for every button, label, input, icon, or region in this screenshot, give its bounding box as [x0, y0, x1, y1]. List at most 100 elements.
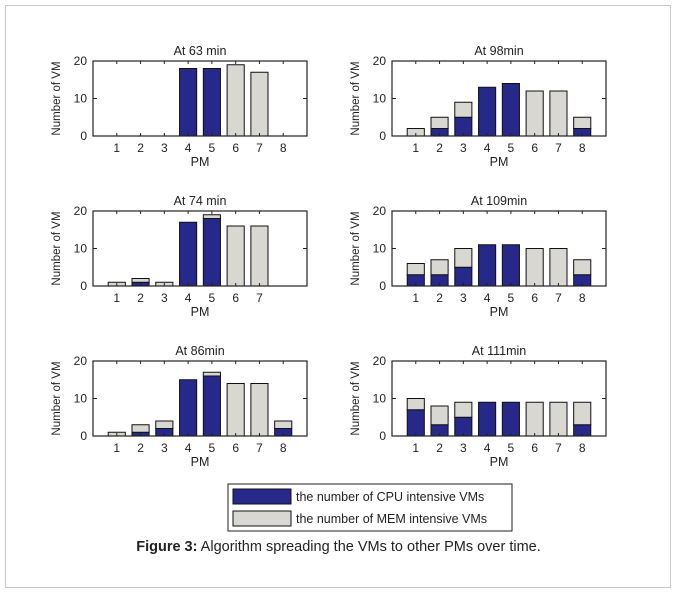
x-tick-label: 6	[232, 291, 239, 305]
bar-mem-pm5	[202, 371, 221, 377]
plot-area	[92, 60, 308, 137]
bar-cpu-pm4	[478, 244, 497, 287]
plot-area	[92, 210, 308, 287]
x-tick-label: 1	[412, 441, 419, 455]
bar-mem-pm8	[573, 401, 592, 426]
x-tick-label: 3	[161, 441, 168, 455]
x-tick-label: 4	[185, 441, 192, 455]
legend-mem-swatch	[232, 510, 292, 527]
bar-mem-pm2	[131, 278, 150, 283]
x-tick-label: 5	[508, 141, 515, 155]
bar-cpu-pm5	[202, 218, 221, 287]
bar-mem-pm7	[250, 383, 269, 437]
legend: the number of CPU intensive VMs the numb…	[227, 483, 513, 532]
bar-mem-pm3	[454, 101, 473, 118]
bar-cpu-pm5	[501, 401, 520, 437]
x-tick-label: 4	[185, 141, 192, 155]
x-tick-label: 2	[137, 441, 144, 455]
chart-title: At 86min	[175, 344, 224, 358]
y-tick-label: 0	[379, 129, 386, 143]
bar-cpu-pm4	[478, 86, 497, 137]
chart-panel-1: At 63 min 1 2 3 4 5 6 7 8 0 10 20 PM Number of VM	[51, 44, 308, 169]
x-tick-label: 6	[531, 291, 538, 305]
x-tick-label: 1	[113, 441, 120, 455]
x-axis-label: PM	[490, 155, 509, 169]
x-tick-label: 6	[232, 441, 239, 455]
y-tick-label: 20	[373, 54, 387, 68]
bar-cpu-pm5	[202, 68, 221, 137]
x-tick-label: 7	[555, 441, 562, 455]
bar-cpu-pm5	[501, 244, 520, 287]
x-tick-label: 1	[412, 291, 419, 305]
x-tick-label: 3	[161, 291, 168, 305]
bar-mem-pm7	[549, 401, 568, 437]
chart-panel-2: At 98min 1 2 3 4 5 6 7 8 0 10 20 PM Number of VM	[350, 44, 607, 169]
x-tick-label: 5	[508, 291, 515, 305]
bar-cpu-pm5	[501, 83, 520, 137]
x-axis-label: PM	[191, 305, 210, 319]
x-tick-label: 2	[436, 291, 443, 305]
x-tick-label: 7	[256, 291, 263, 305]
bar-mem-pm6	[226, 383, 245, 437]
bar-mem-pm7	[250, 71, 269, 137]
y-axis-label: Number of VM	[350, 361, 362, 435]
chart-title: At 63 min	[174, 44, 227, 58]
bar-mem-pm8	[573, 116, 592, 129]
legend-mem-label: the number of MEM intensive VMs	[296, 512, 487, 526]
y-tick-label: 20	[373, 354, 387, 368]
chart-title: At 98min	[474, 44, 523, 58]
bar-cpu-pm4	[179, 379, 198, 437]
bar-cpu-pm5	[202, 375, 221, 437]
bar-mem-pm6	[226, 225, 245, 287]
y-tick-label: 20	[373, 204, 387, 218]
x-tick-label: 7	[555, 141, 562, 155]
y-tick-label: 0	[80, 429, 87, 443]
figure-caption: Figure 3: Algorithm spreading the VMs to…	[0, 539, 677, 555]
caption-text: Algorithm spreading the VMs to other PMs…	[197, 539, 541, 555]
bar-mem-pm7	[250, 225, 269, 287]
bar-mem-pm6	[226, 64, 245, 137]
x-tick-label: 8	[579, 441, 586, 455]
x-tick-label: 4	[484, 291, 491, 305]
bar-mem-pm7	[549, 248, 568, 287]
bar-mem-pm1	[406, 398, 425, 411]
chart-panel-6: At 111min 1 2 3 4 5 6 7 8 0 10 20 PM Number of VM	[350, 344, 607, 469]
bar-mem-pm2	[430, 405, 449, 426]
legend-cpu-swatch	[232, 488, 292, 505]
x-tick-label: 5	[209, 141, 216, 155]
bar-mem-pm5	[202, 214, 221, 219]
x-axis-label: PM	[490, 305, 509, 319]
x-tick-label: 3	[460, 441, 467, 455]
bar-mem-pm3	[454, 248, 473, 268]
x-tick-label: 5	[209, 291, 216, 305]
bar-cpu-pm4	[179, 68, 198, 137]
bar-mem-pm8	[573, 259, 592, 276]
y-tick-label: 0	[80, 129, 87, 143]
x-axis-label: PM	[191, 455, 210, 469]
x-tick-label: 1	[113, 291, 120, 305]
bar-mem-pm6	[525, 90, 544, 137]
x-tick-label: 1	[113, 141, 120, 155]
x-tick-label: 4	[484, 441, 491, 455]
x-tick-label: 2	[137, 291, 144, 305]
bar-mem-pm6	[525, 248, 544, 287]
x-tick-label: 7	[555, 291, 562, 305]
bar-mem-pm1	[406, 263, 425, 276]
y-tick-label: 20	[74, 204, 88, 218]
bar-mem-pm3	[454, 401, 473, 418]
y-tick-label: 10	[74, 392, 88, 406]
x-tick-label: 6	[531, 441, 538, 455]
y-tick-label: 10	[373, 242, 387, 256]
x-tick-label: 8	[579, 291, 586, 305]
chart-title: At 74 min	[174, 194, 227, 208]
y-axis-label: Number of VM	[51, 361, 63, 435]
x-tick-label: 6	[232, 141, 239, 155]
y-tick-label: 10	[373, 392, 387, 406]
bar-mem-pm3	[155, 420, 174, 429]
bar-mem-pm6	[525, 401, 544, 437]
x-tick-label: 3	[460, 291, 467, 305]
y-tick-label: 10	[74, 92, 88, 106]
y-tick-label: 0	[80, 279, 87, 293]
chart-panel-3: At 74 min 1 2 3 4 5 6 7 0 10 20 PM Number of VM	[51, 194, 308, 319]
